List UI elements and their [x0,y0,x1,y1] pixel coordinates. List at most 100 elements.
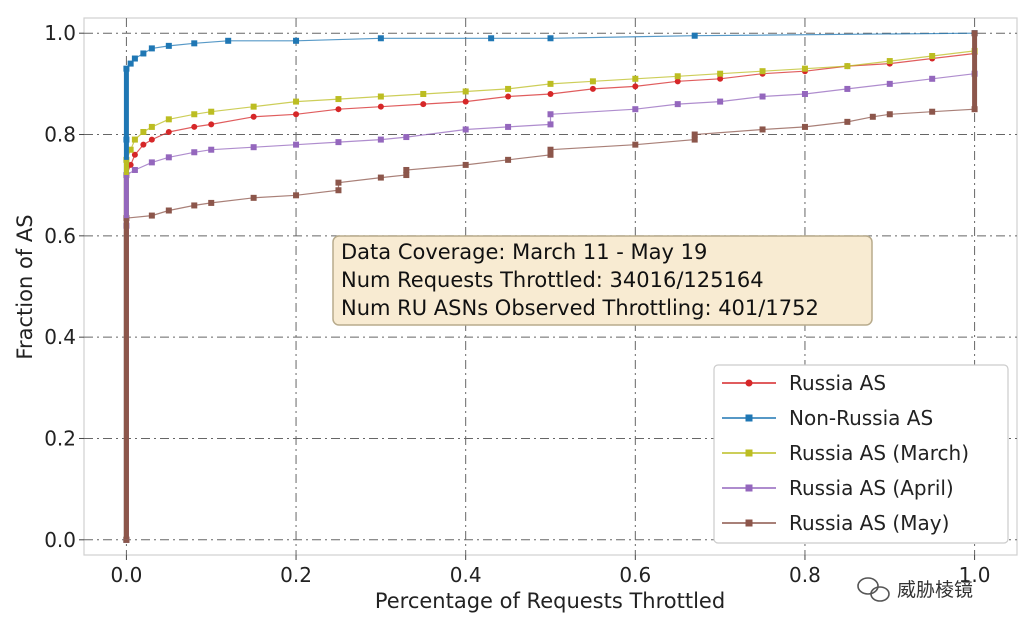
data-point [505,156,512,163]
legend-marker [745,519,753,527]
data-point [250,144,257,151]
data-point [208,108,215,115]
data-point [886,111,893,118]
data-point [674,101,681,108]
data-point [759,68,766,75]
data-point [131,136,138,143]
data-point [403,172,410,179]
data-point [632,75,639,82]
data-point [632,106,639,113]
data-point [377,103,384,110]
series-line [125,33,976,540]
data-point [250,113,257,120]
data-point [165,207,172,214]
annotation-line: Data Coverage: March 11 - May 19 [341,240,707,264]
legend-item: Russia AS [722,371,886,395]
data-point [547,111,554,118]
data-point [403,166,410,173]
data-point [148,212,155,219]
series-layer [123,30,978,543]
data-point [165,116,172,123]
data-point [886,80,893,87]
legend-marker [745,484,753,492]
data-point [462,98,469,105]
data-point [759,126,766,133]
data-point [165,42,172,49]
annotation-line: Num RU ASNs Observed Throttling: 401/175… [341,296,819,320]
data-point [717,98,724,105]
legend-box [713,364,1009,544]
data-point [377,174,384,181]
data-point [589,78,596,85]
data-point [208,199,215,206]
data-point [717,70,724,77]
data-point [420,90,427,97]
x-tick-label: 0.6 [619,563,651,587]
data-point [674,78,681,85]
y-tick-label: 0.6 [44,224,76,248]
data-point [148,123,155,130]
annotation-line: Num Requests Throttled: 34016/125164 [341,268,764,292]
legend-item: Russia AS (May) [722,511,949,535]
x-axis-label: Percentage of Requests Throttled [375,589,725,613]
data-point [191,123,198,130]
watermark: 威胁棱镜 [857,577,973,602]
data-point [293,192,300,199]
legend-item: Russia AS (March) [722,441,969,465]
data-point [131,55,138,62]
y-tick-label: 1.0 [44,21,76,45]
data-point [335,179,342,186]
data-point [691,136,698,143]
data-point [225,37,232,44]
data-point [148,136,155,143]
data-point [844,118,851,125]
data-point [250,103,257,110]
data-point [929,75,936,82]
x-axis: 0.0 0.2 0.4 0.6 0.8 1.0 [111,555,991,587]
data-point [131,166,138,173]
data-point [632,141,639,148]
x-tick-label: 0.4 [450,563,482,587]
data-point [801,65,808,72]
data-point [420,101,427,108]
x-tick-label: 0.2 [280,563,312,587]
data-point [844,63,851,70]
data-point [335,187,342,194]
data-point [674,73,681,80]
data-point [488,35,495,42]
data-point [801,90,808,97]
data-point [335,106,342,113]
y-tick-label: 0.8 [44,123,76,147]
x-tick-label: 1.0 [959,563,991,587]
data-point [547,80,554,87]
y-tick-label: 0.4 [44,325,76,349]
data-point [691,32,698,39]
data-point [293,98,300,105]
data-point [377,93,384,100]
legend-label: Non-Russia AS [789,406,933,430]
data-point [869,113,876,120]
data-point [547,121,554,128]
legend-marker [745,379,753,387]
data-point [127,60,134,67]
data-point [293,141,300,148]
data-point [462,88,469,95]
y-tick-label: 0.2 [44,426,76,450]
data-point [208,146,215,153]
legend-item: Russia AS (April) [722,476,954,500]
data-point [127,161,134,168]
data-point [462,161,469,168]
data-point [377,35,384,42]
legend-label: Russia AS (April) [789,476,954,500]
x-tick-label: 0.0 [111,563,143,587]
data-point [759,93,766,100]
data-point [148,45,155,52]
data-point [127,146,134,153]
legend-marker [745,449,753,457]
data-point [148,159,155,166]
data-point [691,131,698,138]
y-tick-label: 0.0 [44,528,76,552]
data-point [547,146,554,153]
y-axis-label: Fraction of AS [13,214,37,359]
